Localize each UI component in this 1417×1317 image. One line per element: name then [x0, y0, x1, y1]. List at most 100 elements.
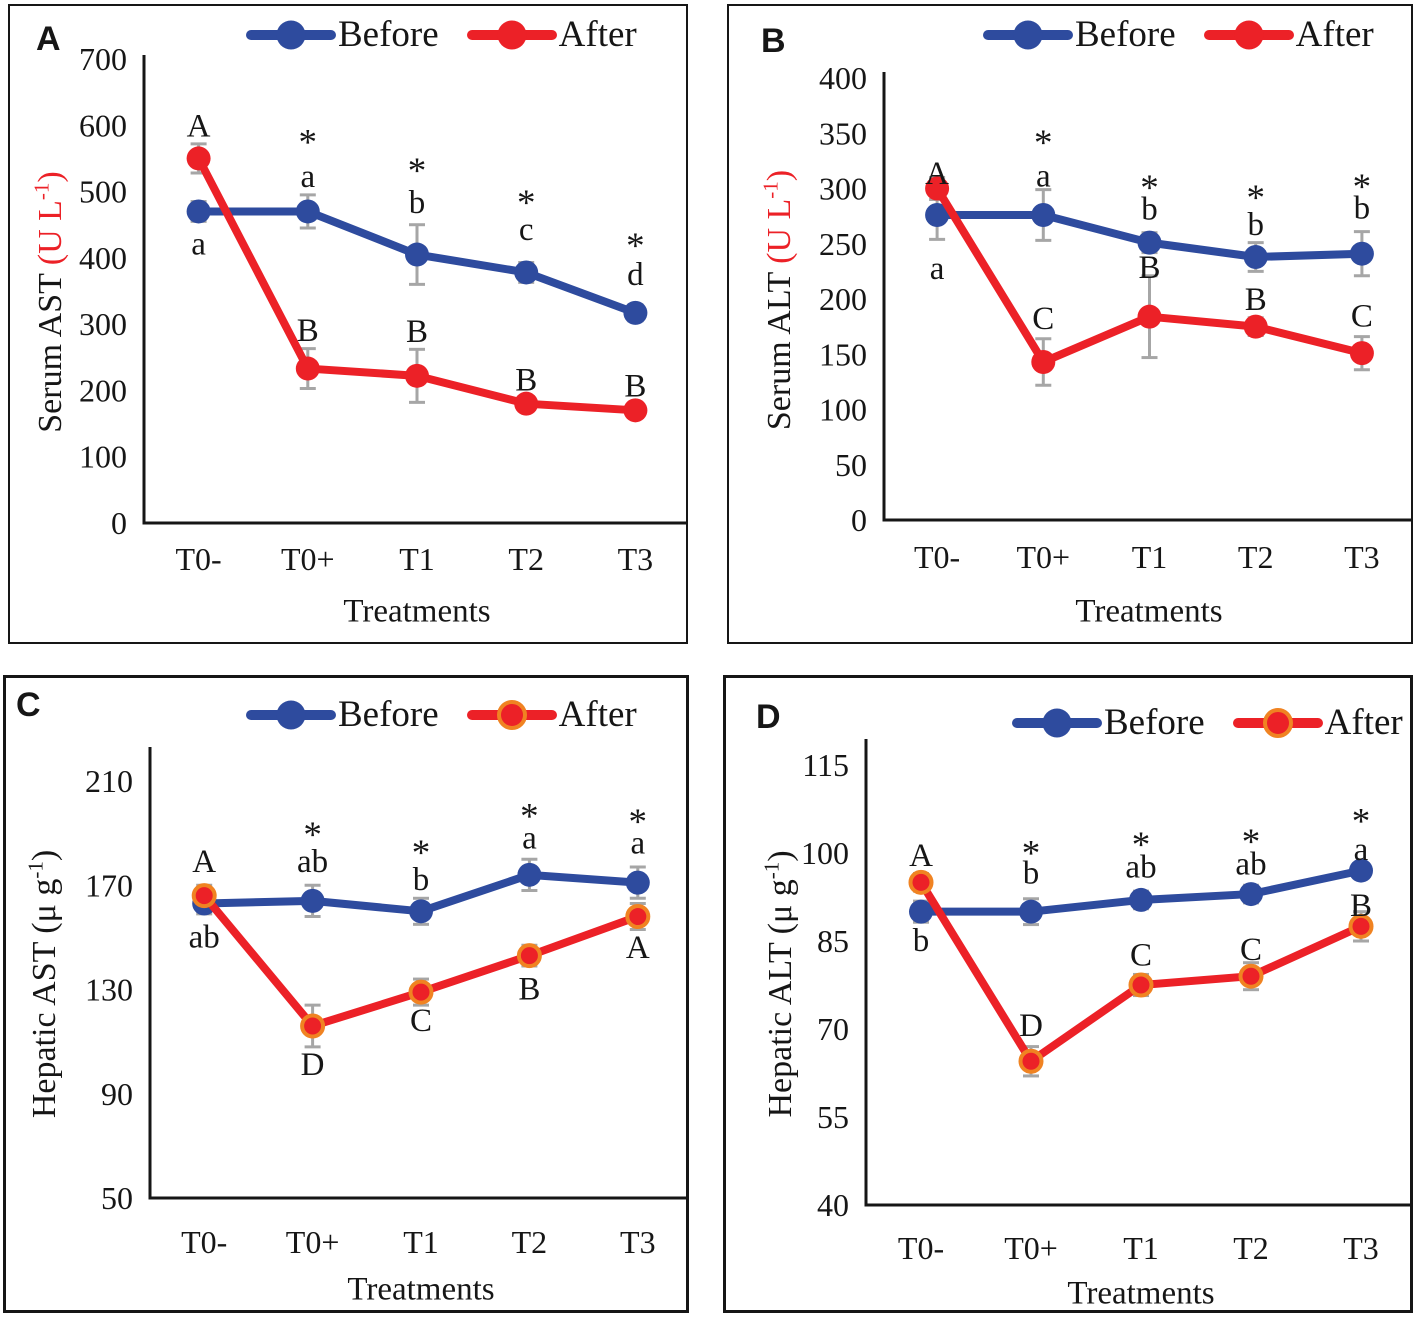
svg-text:*: *	[1034, 123, 1053, 164]
svg-text:*: *	[626, 226, 645, 267]
svg-text:T3: T3	[620, 1224, 656, 1260]
svg-text:ab: ab	[297, 844, 328, 880]
legend-label-after: After	[558, 694, 637, 735]
legend: Before After	[1012, 704, 1403, 741]
svg-text:ab: ab	[1125, 850, 1156, 886]
svg-text:700: 700	[79, 41, 127, 77]
x-axis-title: Treatments	[347, 1271, 495, 1308]
before-series	[192, 862, 650, 924]
svg-text:115: 115	[802, 747, 849, 783]
svg-text:300: 300	[819, 171, 867, 207]
svg-text:T2: T2	[508, 541, 544, 577]
legend-label-after: After	[1324, 702, 1403, 743]
data-point-marker	[1348, 913, 1374, 939]
svg-text:b: b	[413, 862, 430, 898]
data-point-marker	[1238, 963, 1264, 989]
svg-text:T0+: T0+	[281, 541, 335, 577]
svg-text:T0-: T0-	[914, 539, 960, 575]
svg-text:B: B	[406, 314, 428, 350]
before-series	[925, 203, 1374, 270]
panel-a: A Before After Serum AST (U L-1) Treatme…	[8, 4, 688, 644]
panel-c: C Before After Hepatic AST (μ g-1) Treat…	[3, 675, 689, 1313]
y-axis-title: Hepatic AST (μ g-1)	[23, 849, 64, 1119]
svg-text:a: a	[1036, 158, 1051, 194]
legend-label-before: Before	[338, 14, 439, 55]
svg-text:*: *	[629, 802, 648, 843]
data-point-marker	[1243, 314, 1268, 339]
svg-text:250: 250	[819, 226, 867, 262]
after-line-marker-icon	[1232, 707, 1323, 738]
svg-text:210: 210	[85, 763, 133, 799]
data-point-marker	[300, 1013, 326, 1039]
data-point-marker	[1137, 304, 1162, 329]
svg-text:170: 170	[85, 867, 133, 903]
panel-letter: B	[761, 22, 786, 60]
after-line-marker-icon	[466, 20, 557, 49]
svg-text:T2: T2	[1233, 1230, 1269, 1266]
svg-text:b: b	[409, 185, 426, 221]
data-point-marker	[1349, 241, 1374, 266]
svg-text:C: C	[1130, 938, 1152, 974]
svg-text:100: 100	[819, 392, 867, 428]
data-point-marker	[405, 242, 429, 267]
svg-text:T2: T2	[512, 1224, 548, 1260]
svg-text:B: B	[515, 362, 537, 398]
after-series	[186, 146, 648, 423]
after-series	[908, 869, 1374, 1074]
svg-text:T3: T3	[1344, 539, 1380, 575]
before-line-marker-icon	[1012, 708, 1102, 737]
x-axis-title: Treatments	[343, 593, 491, 630]
svg-text:350: 350	[819, 115, 867, 151]
svg-text:70: 70	[817, 1011, 849, 1047]
svg-text:c: c	[519, 212, 534, 248]
data-point-marker	[295, 199, 320, 224]
data-point-marker	[1243, 245, 1268, 270]
data-point-marker	[1128, 972, 1154, 998]
svg-text:90: 90	[101, 1076, 133, 1112]
after-line-marker-icon	[1203, 20, 1294, 49]
svg-text:b: b	[1023, 856, 1040, 892]
x-category-labels: T0- T0+ T1 T2 T3	[914, 539, 1380, 575]
before-series	[186, 199, 648, 325]
svg-text:b: b	[1141, 191, 1158, 227]
svg-text:ab: ab	[189, 919, 220, 955]
svg-text:*: *	[1352, 801, 1371, 842]
data-point-marker	[295, 356, 320, 381]
svg-text:T3: T3	[1343, 1230, 1379, 1266]
after-series	[925, 176, 1374, 374]
svg-text:A: A	[626, 930, 650, 966]
legend-item-before: Before	[246, 16, 439, 53]
legend: Before After	[246, 696, 637, 733]
legend-label-before: Before	[1075, 14, 1176, 55]
svg-text:*: *	[1140, 168, 1159, 209]
svg-text:d: d	[627, 257, 644, 293]
data-point-marker	[925, 203, 950, 228]
svg-text:100: 100	[801, 835, 849, 871]
svg-text:200: 200	[819, 281, 867, 317]
svg-text:50: 50	[101, 1180, 133, 1216]
data-point-marker	[186, 199, 211, 224]
svg-text:300: 300	[79, 306, 127, 342]
svg-text:85: 85	[817, 923, 849, 959]
svg-text:B: B	[297, 313, 319, 349]
x-axis-title: Treatments	[1067, 1275, 1215, 1312]
svg-text:*: *	[1246, 178, 1265, 219]
svg-text:*: *	[520, 797, 539, 838]
svg-text:150: 150	[819, 336, 867, 372]
y-tick-labels: 50 90 130 170 210	[85, 763, 133, 1216]
data-point-marker	[1018, 1048, 1044, 1074]
svg-text:C: C	[1240, 932, 1262, 968]
svg-text:B: B	[1245, 282, 1267, 318]
svg-text:b: b	[1354, 190, 1371, 226]
after-line-marker-icon	[466, 699, 557, 730]
data-point-marker	[623, 300, 648, 325]
data-point-marker	[925, 176, 950, 201]
svg-text:T1: T1	[403, 1224, 439, 1260]
svg-text:100: 100	[79, 439, 127, 475]
before-line-marker-icon	[983, 20, 1073, 49]
svg-text:400: 400	[819, 60, 867, 96]
